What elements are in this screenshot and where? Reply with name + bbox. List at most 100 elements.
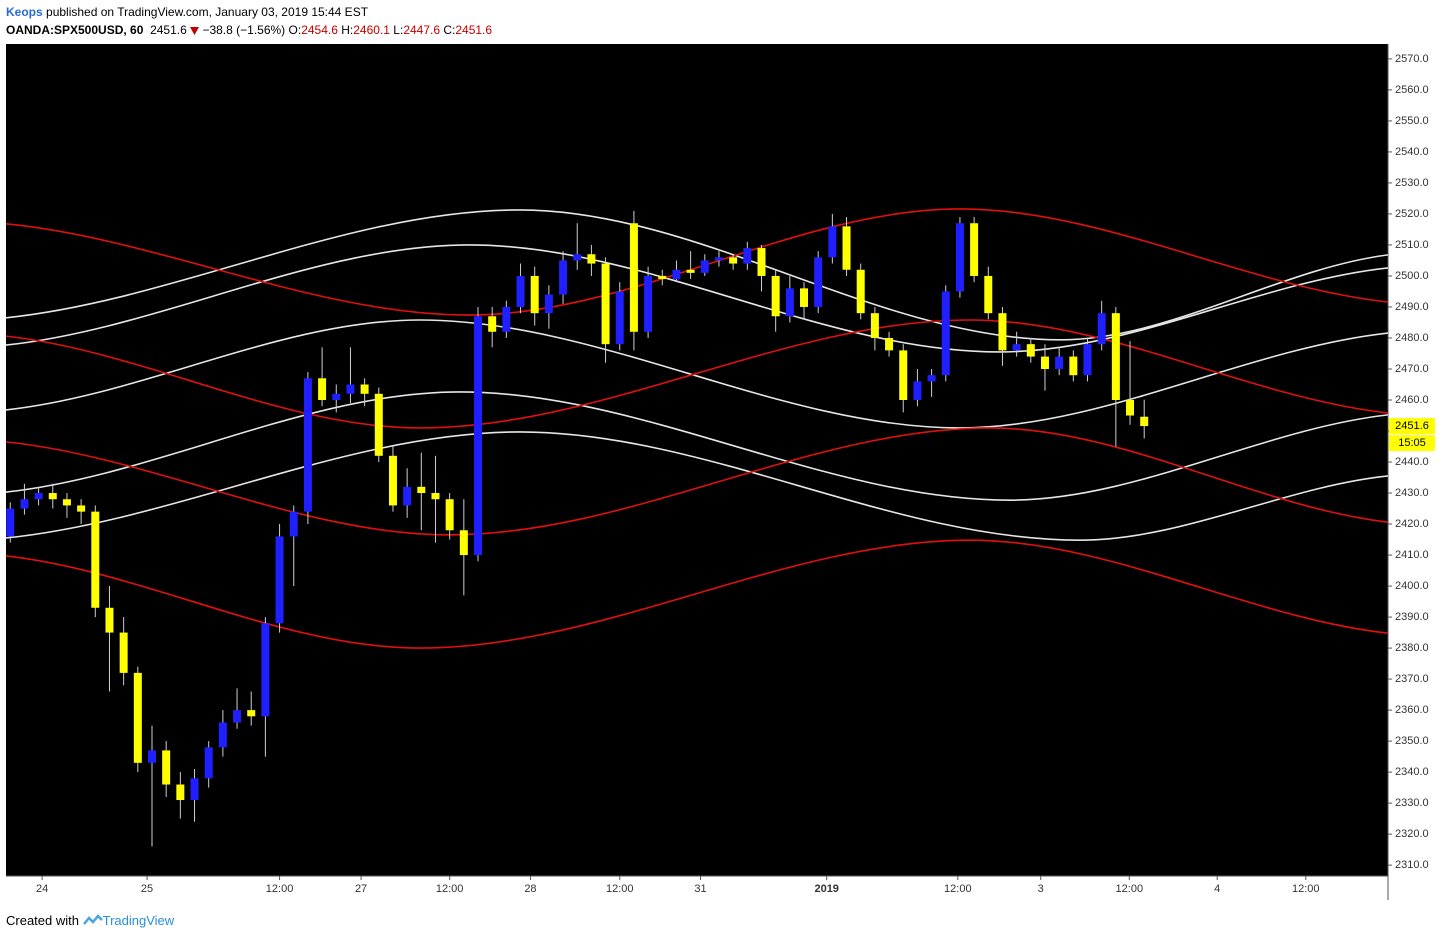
open: 2454.6 [301, 23, 338, 37]
candle-body [856, 269, 865, 314]
candle-body [289, 511, 298, 537]
indicator-line [6, 391, 1388, 501]
candle-body [346, 384, 355, 394]
candle-body [629, 223, 638, 332]
axes: 2310.0 2320.0 2330.0 2340.0 2350.0 2360.0 2370… [36, 53, 1435, 895]
candle-body [658, 275, 667, 280]
candle-body [62, 499, 71, 506]
candle-body [1012, 344, 1021, 351]
y-tick-label: 2460.0 [1395, 394, 1429, 406]
candle-body [899, 350, 908, 400]
candle-body [417, 486, 426, 494]
candle-body [714, 257, 723, 261]
c-label: C: [443, 23, 456, 37]
down-arrow [190, 27, 200, 35]
candle-body [842, 226, 851, 270]
price-tag [1389, 418, 1435, 435]
candle-body [360, 384, 369, 394]
symbol: OANDA:SPX500USD, 60 [6, 23, 144, 37]
y-tick-label: 2500.0 [1395, 270, 1429, 282]
candle-body [970, 223, 979, 276]
low: 2447.6 [403, 23, 441, 37]
candle-body [870, 313, 879, 338]
y-tick-label: 2530.0 [1395, 177, 1429, 189]
indicator-line [6, 539, 1388, 649]
x-tick-label: 3 [1038, 883, 1044, 895]
candle-body [218, 722, 227, 748]
candle-body [459, 530, 468, 556]
candle-body [1026, 344, 1035, 357]
indicator-line [6, 431, 1388, 541]
y-tick-label: 2360.0 [1395, 704, 1429, 716]
plot-area [6, 44, 1388, 876]
candle-body [105, 607, 114, 633]
y-tick-label: 2330.0 [1395, 797, 1429, 809]
candle-body [601, 263, 610, 345]
candle-body [587, 254, 596, 264]
y-tick-label: 2440.0 [1395, 456, 1429, 468]
candle-body [686, 269, 695, 273]
candle-body [91, 511, 100, 608]
x-tick-label: 12:00 [606, 883, 634, 895]
candle-body [573, 254, 582, 261]
candle-body [303, 378, 312, 512]
y-tick-label: 2560.0 [1395, 84, 1429, 96]
y-tick-label: 2480.0 [1395, 332, 1429, 344]
candle-body [984, 275, 993, 314]
candle-body [1055, 356, 1064, 369]
y-tick-label: 2310.0 [1395, 859, 1429, 871]
candle-body [1140, 416, 1149, 427]
candle-body [814, 257, 823, 307]
x-tick-label: 24 [36, 883, 48, 895]
candle-body [34, 493, 43, 500]
h-label: H: [341, 23, 354, 37]
candle-body [530, 275, 539, 314]
y-tick-label: 2340.0 [1395, 766, 1429, 778]
y-tick-label: 2490.0 [1395, 301, 1429, 313]
indicator-line [6, 244, 1388, 353]
candle-body [388, 455, 397, 506]
x-tick-label: 12:00 [1116, 883, 1144, 895]
chart: 2310.0 2320.0 2330.0 2340.0 2350.0 2360.0 2370… [6, 44, 1435, 900]
y-tick-label: 2370.0 [1395, 673, 1429, 685]
x-tick-label: 25 [141, 883, 153, 895]
candle-body [1040, 356, 1049, 369]
candle-body [374, 393, 383, 456]
o-label: O: [288, 23, 302, 37]
x-tick-label: 27 [355, 883, 367, 895]
x-tick-label: 12:00 [1292, 883, 1320, 895]
candle-body [771, 275, 780, 317]
timer-tag [1389, 435, 1435, 452]
y-tick-label: 2430.0 [1395, 487, 1429, 499]
price-tag-label: 2451.6 [1395, 420, 1429, 432]
candle-body [48, 493, 57, 500]
x-tick-label: 12:00 [944, 883, 972, 895]
candle-body [332, 393, 341, 400]
candle-body [403, 486, 412, 506]
candle-body [445, 499, 454, 531]
candle-body [1097, 313, 1106, 345]
candle-body [162, 750, 171, 785]
x-tick-label: 12:00 [266, 883, 294, 895]
y-tick-label: 2470.0 [1395, 363, 1429, 375]
candle-body [1083, 344, 1092, 376]
candle-body [644, 275, 653, 332]
candle-body [729, 257, 738, 264]
candle-body [261, 623, 270, 717]
candle-body [559, 260, 568, 295]
candle-body [318, 378, 327, 400]
candle-body [544, 294, 553, 314]
candle-body [885, 337, 894, 351]
candle-body [955, 223, 964, 292]
candle-body [488, 316, 497, 332]
candle-body [6, 508, 15, 537]
y-tick-label: 2550.0 [1395, 115, 1429, 127]
candle-body [1126, 399, 1135, 416]
indicator-line [6, 319, 1388, 429]
y-tick-label: 2320.0 [1395, 828, 1429, 840]
y-tick-label: 2570.0 [1395, 53, 1429, 65]
candle-body [275, 536, 284, 624]
y-tick-label: 2520.0 [1395, 208, 1429, 220]
candle-body [941, 291, 950, 376]
